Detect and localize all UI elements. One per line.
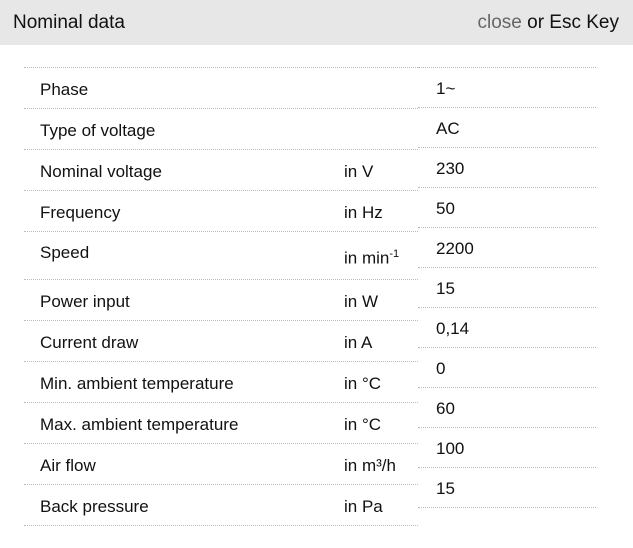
row-unit: in °C — [344, 415, 381, 435]
row-label: Nominal voltage — [40, 162, 162, 181]
row-value: 50 — [418, 188, 596, 228]
unit-text: in Pa — [344, 497, 383, 516]
row-unit: in m³/h — [344, 456, 396, 476]
row-value: 15 — [418, 268, 596, 308]
row-label: Type of voltage — [40, 121, 156, 140]
row-unit: in Pa — [344, 497, 383, 517]
close-link[interactable]: close — [477, 11, 522, 33]
value-column: 1~ AC 230 50 2200 15 0,14 0 60 100 15 — [418, 67, 596, 508]
table-row: Max. ambient temperature in °C — [24, 403, 418, 444]
row-label: Current draw — [40, 333, 139, 352]
unit-text: in °C — [344, 374, 382, 393]
row-value: 230 — [418, 148, 596, 188]
row-label: Speed — [40, 243, 90, 262]
row-unit: in Hz — [344, 203, 383, 223]
table-row: Air flow in m³/h — [24, 444, 418, 485]
row-label: Min. ambient temperature — [40, 374, 234, 393]
row-value: 15 — [418, 468, 596, 508]
dialog-title: Nominal data — [13, 11, 125, 33]
row-value: 60 — [418, 388, 596, 428]
row-unit: in min-1 — [344, 248, 399, 269]
row-unit: in W — [344, 292, 378, 312]
unit-superscript: -1 — [389, 248, 400, 260]
row-unit: in °C — [344, 374, 381, 394]
row-value: 100 — [418, 428, 596, 468]
row-value: 1~ — [418, 68, 596, 108]
table-row: Current draw in A — [24, 321, 418, 362]
unit-text: in A — [344, 333, 373, 352]
esc-hint: or Esc Key — [521, 11, 619, 33]
unit-text: in W — [344, 292, 378, 311]
row-value: AC — [418, 108, 596, 148]
table-row: Nominal voltage in V — [24, 150, 418, 191]
table-row: Back pressure in Pa — [24, 485, 418, 526]
table-row: Power input in W — [24, 280, 418, 321]
unit-text: in Hz — [344, 203, 383, 222]
row-label: Air flow — [40, 456, 96, 475]
row-label: Frequency — [40, 203, 121, 222]
table-row: Frequency in Hz — [24, 191, 418, 232]
row-value: 0,14 — [418, 308, 596, 348]
table-row: Speed in min-1 — [24, 232, 418, 280]
close-hint: close or Esc Key — [477, 12, 619, 34]
row-label: Back pressure — [40, 497, 149, 516]
row-label: Phase — [40, 80, 89, 99]
table-row: Min. ambient temperature in °C — [24, 362, 418, 403]
row-label: Max. ambient temperature — [40, 415, 239, 434]
table-row: Type of voltage — [24, 109, 418, 150]
row-label: Power input — [40, 292, 130, 311]
row-unit: in V — [344, 162, 373, 182]
row-unit: in A — [344, 333, 372, 353]
row-value: 0 — [418, 348, 596, 388]
dialog-header: Nominal data close or Esc Key — [0, 0, 633, 45]
unit-text: in min — [344, 248, 390, 268]
row-value: 2200 — [418, 228, 596, 268]
unit-text: in °C — [344, 415, 382, 434]
label-column: Phase Type of voltage Nominal voltage in V F… — [24, 67, 418, 526]
table-row: Phase — [24, 68, 418, 109]
unit-text: in m³/h — [344, 456, 396, 475]
unit-text: in V — [344, 162, 374, 181]
